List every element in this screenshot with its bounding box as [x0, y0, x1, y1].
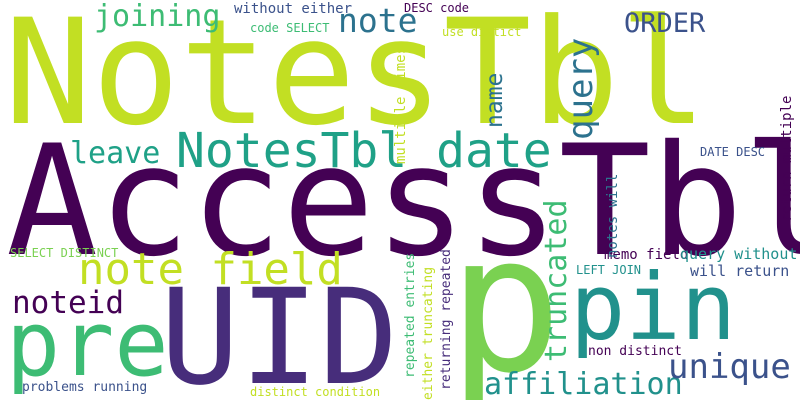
word-p: p — [448, 194, 563, 400]
word-query: query — [561, 37, 601, 140]
word-accesstbl: AccessTbl — [6, 113, 800, 291]
word-will-return: will return — [690, 262, 790, 280]
word-return-multiple: return multiple — [779, 95, 795, 222]
word-memo-field: memo field — [604, 247, 689, 263]
word-uid: UID — [160, 261, 399, 400]
word-pin: pin — [570, 254, 737, 361]
word-date-desc: DATE DESC — [700, 145, 766, 159]
word-use-distict: use distict — [442, 25, 522, 39]
word-order: ORDER — [624, 8, 706, 39]
word-pre: pre — [6, 292, 169, 397]
word-notestbl: NotesTbl — [4, 0, 708, 158]
word-leave: leave — [70, 136, 161, 171]
word-non-distinct: non distinct — [588, 344, 682, 359]
word-problems-running: problems running — [22, 380, 148, 395]
word-select-distinct: SELECT DISTINCT — [10, 246, 119, 260]
word-joining: joining — [94, 0, 221, 34]
word-truncated: truncated — [539, 199, 574, 362]
word-multiple-times: multiple times — [393, 45, 409, 164]
word-desc-code: DESC code — [404, 1, 470, 15]
word-repeated-entries: repeated entries — [403, 252, 418, 378]
word-without-either: without either — [234, 1, 353, 17]
word-unique: unique — [668, 347, 791, 387]
word-note-field: note field — [78, 244, 343, 295]
word-either-truncating: either truncating — [421, 266, 436, 400]
word-noteid: noteid — [12, 285, 124, 321]
word-notestbl-date: NotesTbl date — [176, 123, 552, 179]
word-notes-will: notes will — [605, 173, 621, 258]
word-returning-repeated: returning repeated — [439, 249, 454, 390]
word-distinct-condition: distinct condition — [250, 385, 381, 399]
word-name: name — [482, 72, 508, 128]
word-note: note — [338, 1, 418, 40]
word-left-join: LEFT JOIN — [576, 263, 642, 277]
word-code-select: code SELECT — [250, 21, 330, 35]
word-query-without: query without — [680, 245, 798, 263]
word-affiliation: affiliation — [484, 367, 683, 400]
